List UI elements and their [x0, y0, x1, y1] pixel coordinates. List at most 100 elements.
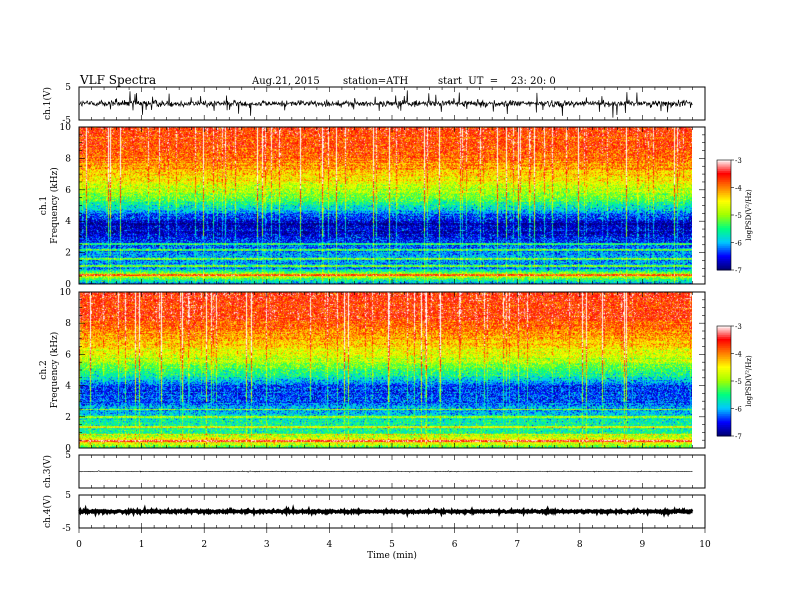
colorbar-step — [717, 176, 731, 179]
y-axis-label: ch.3(V) — [42, 455, 53, 488]
y-tick-label: 0 — [65, 280, 71, 290]
colorbar-step — [717, 224, 731, 227]
colorbar-step — [717, 222, 731, 225]
x-tick-label: 7 — [514, 540, 520, 550]
colorbar-step — [717, 346, 731, 349]
colorbar-step — [717, 215, 731, 218]
y-tick-label: 2 — [65, 249, 71, 259]
colorbar-step — [717, 370, 731, 373]
colorbar-step — [717, 406, 731, 409]
colorbar-step — [717, 379, 731, 382]
y-tick-label: 10 — [60, 123, 72, 133]
colorbar-label: logPSD(V²/Hz) — [745, 189, 753, 241]
colorbar-step — [717, 408, 731, 411]
colorbar-step — [717, 244, 731, 247]
colorbar-step — [717, 226, 731, 229]
colorbar-step — [717, 399, 731, 402]
colorbar-step — [717, 165, 731, 168]
x-tick-label: 8 — [577, 540, 583, 550]
colorbar-step — [717, 207, 731, 210]
colorbar-step — [717, 268, 731, 271]
colorbar-step — [717, 262, 731, 265]
colorbar-step — [717, 344, 731, 347]
colorbar-step — [717, 213, 731, 216]
station-label: station=ATH — [343, 76, 409, 87]
y-tick-label: -5 — [62, 524, 71, 534]
colorbar-step — [717, 410, 731, 413]
colorbar-step — [717, 231, 731, 234]
colorbar-step — [717, 425, 731, 428]
y-tick-label: 2 — [65, 413, 71, 423]
colorbar-step — [717, 180, 731, 183]
colorbar-step — [717, 419, 731, 422]
colorbar-step — [717, 366, 731, 369]
ch1_spec-heatmap — [79, 127, 692, 284]
ch1-waveform-panel: 5 -5 ch.1(V) — [42, 83, 706, 126]
colorbar-tick-label: -5 — [735, 212, 742, 220]
colorbar-step — [717, 240, 731, 243]
x-tick-label: 3 — [264, 540, 270, 550]
colorbar-step — [717, 220, 731, 223]
colorbar-step — [717, 266, 731, 269]
colorbar-step — [717, 403, 731, 406]
colorbar-step — [717, 259, 731, 262]
x-tick-label: 6 — [452, 540, 458, 550]
x-tick-label: 10 — [699, 540, 711, 550]
x-tick-label: 2 — [201, 540, 207, 550]
start-time-label: start UT = 23: 20: 0 — [438, 76, 556, 87]
colorbar-step — [717, 388, 731, 391]
colorbar-step — [717, 209, 731, 212]
colorbar-step — [717, 355, 731, 358]
y-tick-label: 6 — [65, 350, 71, 360]
y-tick-label: 10 — [60, 288, 72, 298]
colorbar-step — [717, 248, 731, 251]
ch4_wave-trace — [78, 504, 694, 519]
colorbar-label: logPSD(V²/Hz) — [745, 355, 753, 407]
colorbar-step — [717, 257, 731, 260]
colorbar-step — [717, 349, 731, 353]
date-label: Aug.21, 2015 — [251, 76, 320, 87]
colorbar-step — [717, 335, 731, 338]
ch2_spec-colorbar: -3 -4 -5 -6 -7 logPSD(V²/Hz) — [716, 323, 753, 441]
colorbar-step — [717, 194, 731, 198]
colorbar-tick-label: -6 — [735, 240, 742, 248]
colorbar-step — [717, 342, 731, 345]
colorbar-step — [717, 249, 731, 253]
colorbar-step — [717, 430, 731, 433]
colorbar-step — [717, 357, 731, 360]
colorbar-step — [717, 205, 731, 209]
colorbar-step — [717, 412, 731, 415]
y-axis-label: Frequency (kHz) — [49, 332, 60, 409]
colorbar-step — [717, 337, 731, 340]
colorbar-tick-label: -4 — [735, 185, 742, 193]
channel-label: ch.2 — [39, 360, 49, 379]
colorbar-step — [717, 174, 731, 177]
x-tick-label: 1 — [139, 540, 145, 550]
colorbar-step — [717, 382, 731, 386]
colorbar-step — [717, 172, 731, 176]
ch4-waveform-panel: 5 -5 ch.4(V) — [42, 491, 706, 534]
ch2-spectrogram-panel: 0 2 4 6 8 10 ch.2 Frequency (kHz) -3 -4 -5 -6 -7 logP… — [39, 288, 753, 454]
y-tick-label: 0 — [65, 444, 71, 454]
colorbar-step — [717, 359, 731, 362]
colorbar-step — [717, 386, 731, 389]
colorbar-step — [717, 326, 731, 329]
colorbar-step — [717, 392, 731, 395]
colorbar-step — [717, 426, 731, 430]
colorbar-step — [717, 183, 731, 187]
colorbar-step — [717, 237, 731, 240]
figure-title: VLF Spectra — [79, 73, 156, 87]
y-tick-label: 4 — [65, 382, 71, 392]
y-axis-label: ch.4(V) — [42, 495, 53, 528]
colorbar-step — [717, 428, 731, 431]
colorbar-step — [717, 434, 731, 437]
colorbar-step — [717, 353, 731, 356]
x-tick-label: 9 — [640, 540, 646, 550]
x-axis-label: Time (min) — [367, 550, 417, 561]
colorbar-step — [717, 390, 731, 393]
colorbar-step — [717, 432, 731, 435]
colorbar-tick-label: -5 — [735, 378, 742, 386]
colorbar-step — [717, 204, 731, 207]
colorbar-step — [717, 255, 731, 258]
colorbar-tick-label: -6 — [735, 406, 742, 414]
